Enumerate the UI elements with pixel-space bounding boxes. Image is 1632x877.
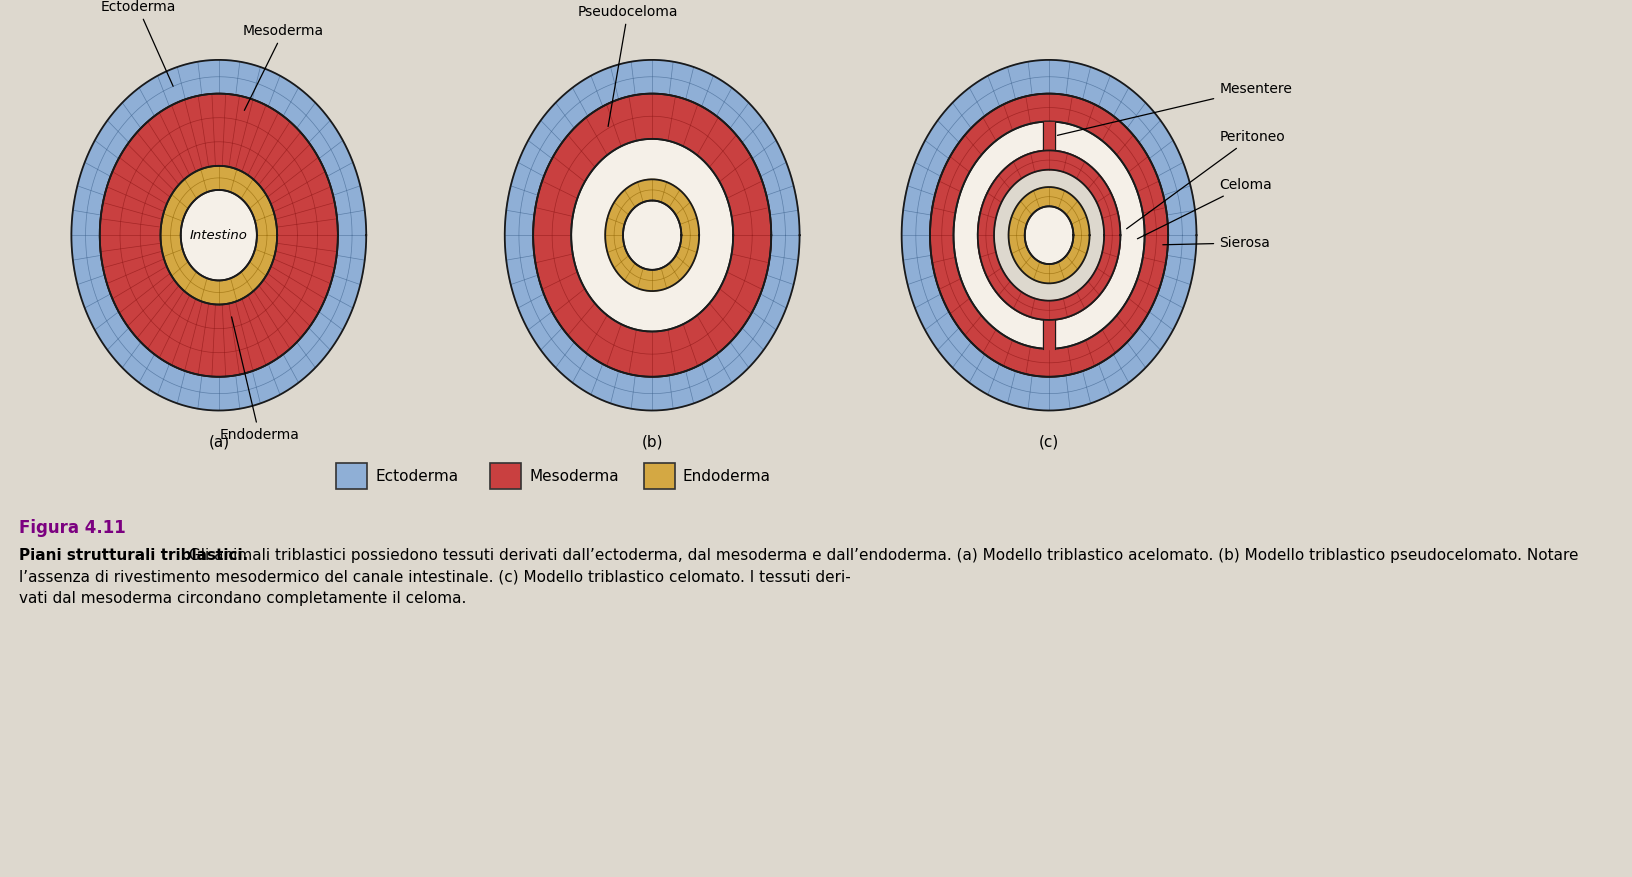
Text: Figura 4.11: Figura 4.11	[18, 519, 126, 538]
Text: Mesoderma: Mesoderma	[243, 24, 325, 111]
Text: Piani strutturali triblastici.: Piani strutturali triblastici.	[18, 548, 248, 563]
Text: Mesentere: Mesentere	[1058, 82, 1293, 135]
Text: Sierosa: Sierosa	[1164, 236, 1270, 250]
Text: Endoderma: Endoderma	[219, 317, 299, 442]
Polygon shape	[534, 94, 772, 377]
Text: (b): (b)	[641, 435, 663, 450]
Polygon shape	[953, 122, 1144, 349]
Polygon shape	[504, 60, 800, 410]
Polygon shape	[181, 190, 256, 281]
Text: Endoderma: Endoderma	[682, 469, 770, 484]
Polygon shape	[100, 94, 338, 377]
Text: (a): (a)	[209, 435, 230, 450]
Polygon shape	[1025, 206, 1074, 264]
Polygon shape	[1009, 187, 1090, 283]
Polygon shape	[901, 60, 1196, 410]
Text: Ectoderma: Ectoderma	[100, 0, 176, 86]
Polygon shape	[160, 166, 277, 304]
Polygon shape	[571, 139, 733, 332]
Text: Celoma: Celoma	[1138, 178, 1271, 239]
Polygon shape	[1043, 122, 1054, 151]
Bar	[490, 462, 521, 489]
Text: Peritoneo: Peritoneo	[1126, 130, 1284, 229]
Polygon shape	[930, 94, 1169, 377]
Polygon shape	[978, 151, 1120, 320]
Text: vati dal mesoderma circondano completamente il celoma.: vati dal mesoderma circondano completame…	[18, 590, 467, 606]
Text: Gli animali triblastici possiedono tessuti derivati dall’ectoderma, dal mesoderm: Gli animali triblastici possiedono tessu…	[184, 548, 1578, 563]
Text: Ectoderma: Ectoderma	[375, 469, 459, 484]
Polygon shape	[623, 201, 681, 270]
Polygon shape	[1043, 320, 1054, 349]
Text: Intestino: Intestino	[189, 229, 248, 242]
Text: Mesoderma: Mesoderma	[529, 469, 619, 484]
Bar	[336, 462, 367, 489]
Polygon shape	[605, 179, 698, 291]
Text: Pseudoceloma: Pseudoceloma	[578, 4, 679, 126]
Text: (c): (c)	[1040, 435, 1059, 450]
Polygon shape	[72, 60, 366, 410]
Bar	[645, 462, 676, 489]
Text: l’assenza di rivestimento mesodermico del canale intestinale. (c) Modello tribla: l’assenza di rivestimento mesodermico de…	[18, 569, 850, 584]
